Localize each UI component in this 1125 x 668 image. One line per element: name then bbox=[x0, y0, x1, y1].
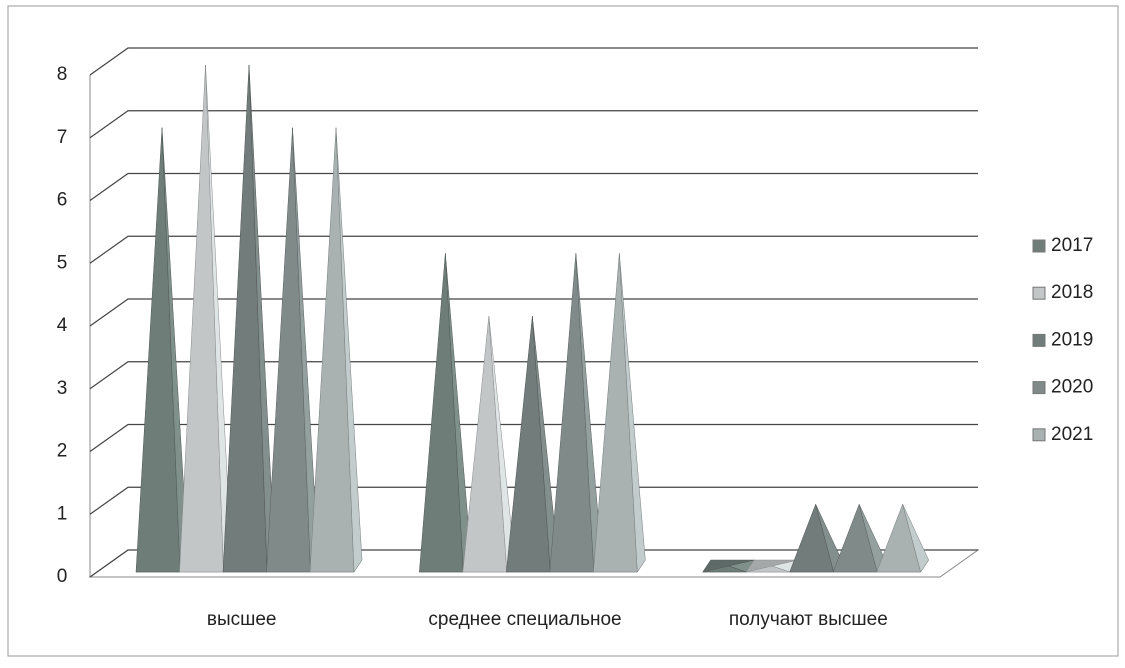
pyramid bbox=[592, 253, 646, 573]
grid-line bbox=[89, 110, 978, 139]
y-tick-label: 1 bbox=[57, 503, 68, 524]
legend-swatch bbox=[1032, 333, 1046, 347]
grid-line bbox=[89, 172, 978, 201]
pyramid bbox=[418, 253, 472, 573]
y-tick-label: 0 bbox=[57, 566, 68, 587]
pyramid bbox=[266, 127, 319, 573]
y-tick-label: 5 bbox=[57, 252, 68, 273]
y-tick-label: 3 bbox=[57, 378, 68, 399]
pyramid bbox=[745, 559, 799, 573]
y-tick-label: 8 bbox=[57, 64, 68, 85]
x-tick-label: получают высшее bbox=[729, 609, 888, 630]
legend-label: 2019 bbox=[1051, 329, 1093, 350]
grid-line bbox=[89, 235, 978, 264]
legend-swatch bbox=[1032, 381, 1046, 395]
pyramid bbox=[462, 315, 516, 573]
pyramid bbox=[135, 127, 189, 573]
pyramid bbox=[179, 64, 232, 573]
pyramid-face bbox=[335, 127, 363, 573]
legend-swatch bbox=[1032, 239, 1046, 253]
pyramid-face bbox=[902, 504, 929, 573]
pyramid bbox=[222, 64, 276, 573]
pyramid bbox=[789, 503, 843, 573]
pyramid bbox=[832, 503, 886, 573]
pyramid bbox=[505, 315, 559, 573]
x-tick-label: высшее bbox=[207, 609, 277, 630]
grid-line bbox=[89, 361, 978, 390]
legend-label: 2018 bbox=[1051, 282, 1093, 303]
pyramid bbox=[549, 253, 603, 573]
legend-swatch bbox=[1032, 428, 1046, 442]
y-tick-label: 7 bbox=[57, 127, 68, 148]
frame bbox=[7, 5, 1119, 657]
pyramid bbox=[702, 559, 756, 573]
legend-label: 2021 bbox=[1051, 424, 1093, 445]
grid-line bbox=[89, 47, 978, 76]
y-tick-label: 2 bbox=[57, 441, 68, 462]
x-tick-label: среднее специальное bbox=[428, 609, 621, 630]
legend-label: 2020 bbox=[1051, 377, 1093, 398]
pyramid-face bbox=[619, 253, 646, 573]
pyramid bbox=[309, 127, 363, 573]
y-tick-label: 4 bbox=[57, 315, 68, 336]
grid-line bbox=[89, 486, 978, 515]
legend-label: 2017 bbox=[1051, 235, 1093, 256]
grid-line bbox=[89, 298, 978, 327]
grid-line bbox=[89, 423, 978, 452]
pyramid bbox=[876, 503, 930, 573]
y-tick-label: 6 bbox=[57, 190, 68, 211]
grid-line bbox=[89, 549, 978, 578]
legend-swatch bbox=[1032, 286, 1046, 300]
